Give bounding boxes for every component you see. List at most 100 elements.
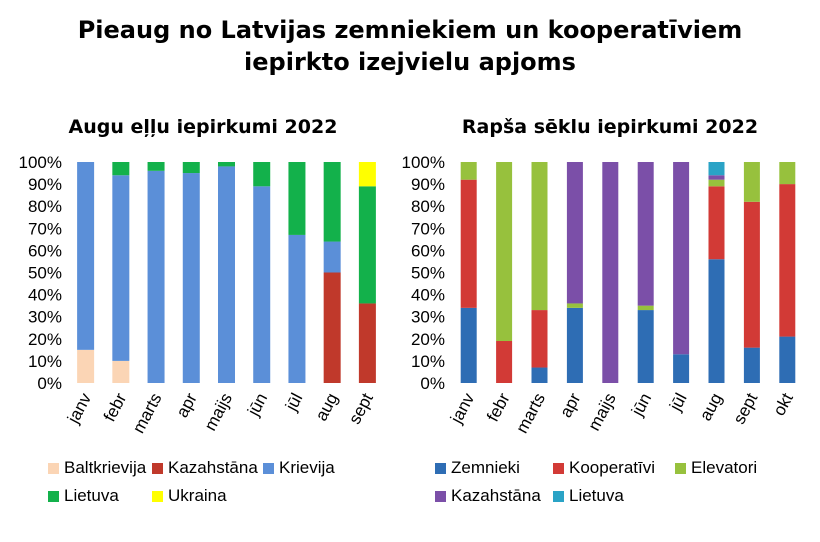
rapeseed-bar-aug-Kooperatīvi xyxy=(708,186,725,260)
rapeseed-bar-okt-Elevatori xyxy=(779,162,796,185)
rapeseed-y-tick-label: 40% xyxy=(411,286,445,305)
rapeseed-bar-okt-Zemnieki xyxy=(779,336,796,383)
main-title-line-2: iepirkto izejvielu apjoms xyxy=(244,48,576,76)
oil-bar-jūn-Lietuva xyxy=(253,162,271,187)
oil-y-tick-label: 50% xyxy=(28,264,62,283)
rapeseed-legend-item: Zemnieki xyxy=(435,458,520,478)
rapeseed-x-tick-label: sept xyxy=(730,390,762,428)
oil-x-tick-label: febr xyxy=(100,390,131,425)
oil-y-tick-label: 80% xyxy=(28,197,62,216)
rapeseed-y-tick-label: 10% xyxy=(411,352,445,371)
rapeseed-bar-jūl-Zemnieki xyxy=(673,354,690,383)
rapeseed-y-tick-label: 80% xyxy=(411,197,445,216)
rapeseed-y-tick-label: 20% xyxy=(411,330,445,349)
rapeseed-x-tick-label: aug xyxy=(696,390,726,424)
oil-bar-sept-Kazahstāna xyxy=(358,303,376,383)
rapeseed-y-tick-label: 100% xyxy=(402,153,445,172)
rapeseed-bar-apr-Elevatori xyxy=(566,303,583,308)
oil-legend-item: Kazahstāna xyxy=(152,458,258,478)
oil-y-tick-label: 90% xyxy=(28,175,62,194)
rapeseed-bar-janv-Kooperatīvi xyxy=(460,179,477,308)
chart-title-vegetable-oils: Augu eļļu iepirkumi 2022 xyxy=(68,116,338,138)
rapeseed-bar-aug-Lietuva xyxy=(708,162,725,176)
oil-bar-febr-Lietuva xyxy=(112,162,130,176)
oil-bar-maijs-Lietuva xyxy=(218,162,235,167)
rapeseed-bar-jūn-Elevatori xyxy=(637,305,654,311)
oil-legend-label: Ukraina xyxy=(168,486,227,505)
rapeseed-legend-swatch xyxy=(435,462,446,474)
oil-x-tick-label: jūl xyxy=(281,390,306,415)
oil-legend-item: Krievija xyxy=(263,458,335,478)
rapeseed-bar-apr-Kazahstāna xyxy=(566,162,583,304)
rapeseed-legend-swatch xyxy=(553,490,564,502)
rapeseed-legend-label: Kazahstāna xyxy=(451,486,541,505)
rapeseed-x-tick-label: janv xyxy=(446,390,478,428)
rapeseed-x-tick-label: jūn xyxy=(627,390,655,420)
oil-legend-swatch xyxy=(48,462,59,474)
rapeseed-bar-febr-Elevatori xyxy=(496,162,513,342)
rapeseed-bar-sept-Kooperatīvi xyxy=(743,201,760,348)
oil-bar-aug-Kazahstāna xyxy=(323,272,341,383)
oil-bar-apr-Lietuva xyxy=(182,162,200,174)
rapeseed-bar-aug-Zemnieki xyxy=(708,259,725,383)
oil-legend-item: Ukraina xyxy=(152,486,227,506)
oil-bar-febr-Krievija xyxy=(112,175,130,361)
oil-legend-item: Baltkrievija xyxy=(48,458,146,478)
oil-x-tick-label: janv xyxy=(63,390,95,428)
oil-bar-marts-Krievija xyxy=(147,170,165,383)
oil-plot: 0% 10% 20% 30% 40% 50% 60% 70% 80% 90% 100% janv feb… xyxy=(19,153,378,436)
oil-y-tick-label: 40% xyxy=(28,286,62,305)
rapeseed-bar-jūn-Kazahstāna xyxy=(637,162,654,306)
main-title-line-1: Pieaug no Latvijas zemniekiem un koopera… xyxy=(77,16,743,44)
rapeseed-y-tick-label: 0% xyxy=(420,374,445,393)
oil-legend-label: Kazahstāna xyxy=(168,458,258,477)
rapeseed-bar-jūl-Kazahstāna xyxy=(673,162,690,355)
rapeseed-bar-jūn-Zemnieki xyxy=(637,310,654,383)
oil-bar-jūl-Lietuva xyxy=(288,162,306,235)
rapeseed-x-tick-label: marts xyxy=(512,390,549,436)
oil-x-tick-label: apr xyxy=(172,390,200,421)
oil-bar-janv-Krievija xyxy=(77,162,95,350)
rapeseed-legend-label: Elevatori xyxy=(691,458,758,477)
oil-bar-aug-Lietuva xyxy=(323,162,341,242)
oil-legend-label: Lietuva xyxy=(64,486,119,505)
rapeseed-bar-sept-Elevatori xyxy=(743,162,760,202)
rapeseed-y-tick-label: 90% xyxy=(411,175,445,194)
oil-legend-swatch xyxy=(152,490,163,502)
rapeseed-x-tick-label: apr xyxy=(556,390,584,421)
rapeseed-y-tick-label: 70% xyxy=(411,219,445,238)
rapeseed-x-tick-label: jūl xyxy=(665,390,690,415)
rapeseed-bar-sept-Zemnieki xyxy=(743,347,760,383)
oil-legend-label: Baltkrievija xyxy=(64,458,147,477)
rapeseed-bar-maijs-Kazahstāna xyxy=(602,162,619,383)
rapeseed-legend-swatch xyxy=(553,462,564,474)
rapeseed-bar-apr-Zemnieki xyxy=(566,307,583,383)
oil-y-tick-label: 70% xyxy=(28,219,62,238)
rapeseed-bar-marts-Elevatori xyxy=(531,162,548,311)
rapeseed-legend-item: Kazahstāna xyxy=(435,486,541,506)
oil-x-tick-label: aug xyxy=(312,390,342,424)
oil-bar-aug-Krievija xyxy=(323,241,341,273)
main-title: Pieaug no Latvijas zemniekiem un koopera… xyxy=(0,14,820,78)
rapeseed-bar-aug-Kazahstāna xyxy=(708,175,725,180)
oil-bar-maijs-Krievija xyxy=(218,166,235,383)
rapeseed-legend-item: Kooperatīvi xyxy=(553,458,655,478)
oil-bar-febr-Baltkrievija xyxy=(112,360,130,383)
rapeseed-bar-aug-Elevatori xyxy=(708,179,725,187)
oil-bar-janv-Baltkrievija xyxy=(77,349,95,383)
oil-legend-swatch xyxy=(152,462,163,474)
rapeseed-legend-label: Kooperatīvi xyxy=(569,458,655,477)
oil-bar-jūn-Krievija xyxy=(253,186,271,383)
rapeseed-legend-label: Zemnieki xyxy=(451,458,520,477)
rapeseed-y-tick-label: 60% xyxy=(411,241,445,260)
rapeseed-x-tick-label: maijs xyxy=(584,390,619,434)
rapeseed-x-tick-label: okt xyxy=(769,390,797,419)
rapeseed-x-tick-label: febr xyxy=(483,390,514,425)
oil-x-tick-label: jūn xyxy=(243,390,271,420)
oil-y-tick-label: 30% xyxy=(28,308,62,327)
oil-legend-label: Krievija xyxy=(279,458,335,477)
rapeseed-bar-janv-Zemnieki xyxy=(460,307,477,383)
oil-bar-jūl-Krievija xyxy=(288,234,306,383)
oil-y-tick-label: 100% xyxy=(19,153,62,172)
